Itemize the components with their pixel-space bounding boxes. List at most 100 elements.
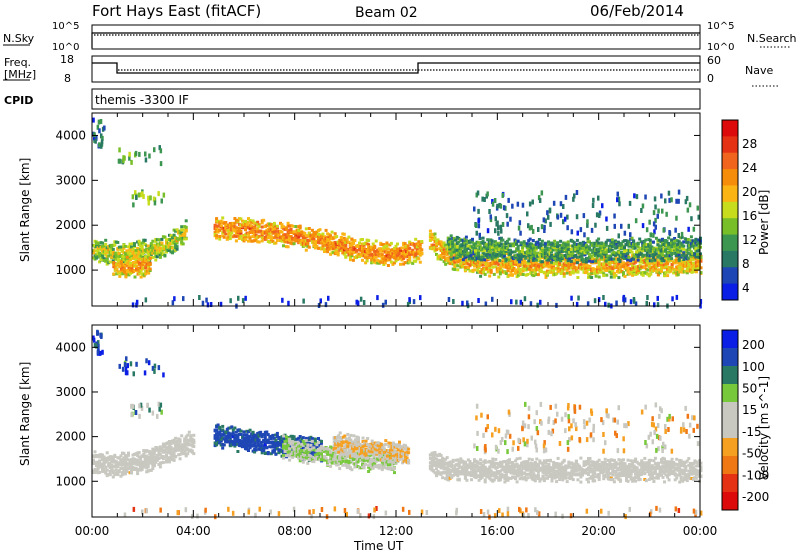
power-ridge-3-cell [605,269,609,272]
power-patch-3-cell [649,232,652,238]
power-ridge-2-cell [323,235,326,239]
power-ridge-2-cell [403,255,407,259]
power-ridge-2-cell [385,241,389,245]
power-patch-3-cell [537,195,541,201]
power-ridge-2-cell [383,261,387,265]
velocity-ridge-0-cell [98,470,102,474]
power-ridge-4-cell [653,258,657,262]
velocity-ridge-0-cell [186,440,190,444]
power-ridge-0-cell [104,242,108,246]
power-ridge-3-cell [562,274,566,278]
power-ridge-2-cell [233,229,237,233]
power-ridge-4-cell [559,259,563,263]
power-ridge-4-cell [676,242,680,246]
power-ridge-2-cell [365,249,369,253]
power-ridge-4-cell [452,256,456,260]
velocity-ridge-0-cell [133,452,136,456]
power-ridge-3-cell [626,260,630,264]
velocity-ridge-0-cell [172,441,176,445]
power-patch-3-cell [656,213,659,219]
power-ridge-2-cell [312,237,316,241]
power-ridge-4-cell [569,250,573,254]
power-ridge-3-cell [485,266,489,270]
power-ridge-2-cell [391,255,395,259]
power-ridge-4-cell [575,247,579,250]
power-patch-1-cell [142,194,145,199]
power-ridge-0-cell [142,240,146,244]
power-ridge-4-cell [604,240,608,244]
power-ridge-2-cell [275,226,279,230]
power-ridge-4-cell [452,247,456,251]
power-ridge-4-cell [480,258,484,262]
power-ridge-2-cell [301,238,305,242]
power-ridge-4-cell [483,241,487,245]
velocity-ridge-1-cell [269,441,273,445]
power-ridge-4-cell [654,252,658,256]
power-ridge-4-cell [606,238,610,242]
power-ridge-0-cell [140,244,144,248]
power-patch-3-cell [488,209,491,214]
power-ridge-3-cell [535,260,539,264]
power-patch-3-cell [542,217,546,223]
power-ridge-3-cell [596,260,600,263]
power-ridge-4-cell [677,253,681,257]
power-ridge-2-cell [394,249,398,253]
power-patch-3-cell [677,189,681,195]
power-patch-3-cell [582,213,586,219]
velocity-ridge-1-cell [262,449,266,453]
velocity-ridge-1-cell [233,444,237,448]
power-ridge-4-cell [661,257,664,260]
power-ridge-3-cell [676,273,680,277]
power-ridge-4-cell [586,257,590,261]
power-ridge-3-cell [650,261,654,265]
power-ridge-4-cell [551,258,555,262]
power-ridge-3-cell [495,270,499,274]
power-ridge-0-cell [171,240,174,244]
velocity-ridge-1-cell [216,441,220,445]
power-ridge-4-cell [627,250,631,254]
power-patch-3-cell [547,214,550,220]
power-patch-4-cell [281,297,284,303]
power-ridge-2-cell [382,243,386,247]
power-patch-3-cell [562,219,565,225]
power-ridge-4-cell [463,241,467,245]
velocity-ridge-0-cell [95,463,98,466]
power-ridge-4-cell [583,253,587,257]
power-ridge-3-cell [655,259,659,262]
power-ridge-4-cell [536,254,540,258]
power-ridge-4-cell [550,260,553,264]
power-ridge-1-cell [133,261,137,265]
power-ridge-2-cell [321,232,325,236]
power-patch-4-cell [241,298,245,304]
power-patch-3-cell [566,225,569,231]
power-patch-2-cell [98,142,101,148]
power-patch-3-cell [566,214,569,220]
power-ridge-1-cell [138,257,142,261]
power-ridge-2-cell [282,225,285,229]
power-patch-4-cell [209,302,213,307]
power-ridge-4-cell [588,252,591,256]
power-ridge-3-cell [466,262,470,266]
power-ridge-4-cell [454,238,458,242]
power-patch-3-cell [476,190,480,196]
power-patch-4-cell [484,301,488,307]
power-colorbar-swatch [722,201,738,219]
velocity-ridge-1-cell [248,446,252,450]
power-ridge-2-cell [219,224,223,228]
power-patch-3-cell [684,199,688,205]
power-ridge-4-cell [487,255,491,259]
power-ridge-4-cell [624,239,628,243]
power-ridge-4-cell [499,242,503,246]
power-ridge-0-cell [154,258,158,262]
power-ridge-3-cell [500,261,504,264]
power-ridge-4-cell [583,241,587,245]
power-patch-3-cell [628,200,632,206]
velocity-ridge-1-cell [228,436,232,440]
power-ridge-4-cell [688,248,692,252]
power-ridge-4-cell [661,253,664,257]
velocity-ridge-0-cell [157,456,161,460]
power-ridge-2-cell [339,236,343,239]
power-ridge-3-cell [640,258,644,261]
power-colorbar-tick-label: 24 [742,161,757,175]
